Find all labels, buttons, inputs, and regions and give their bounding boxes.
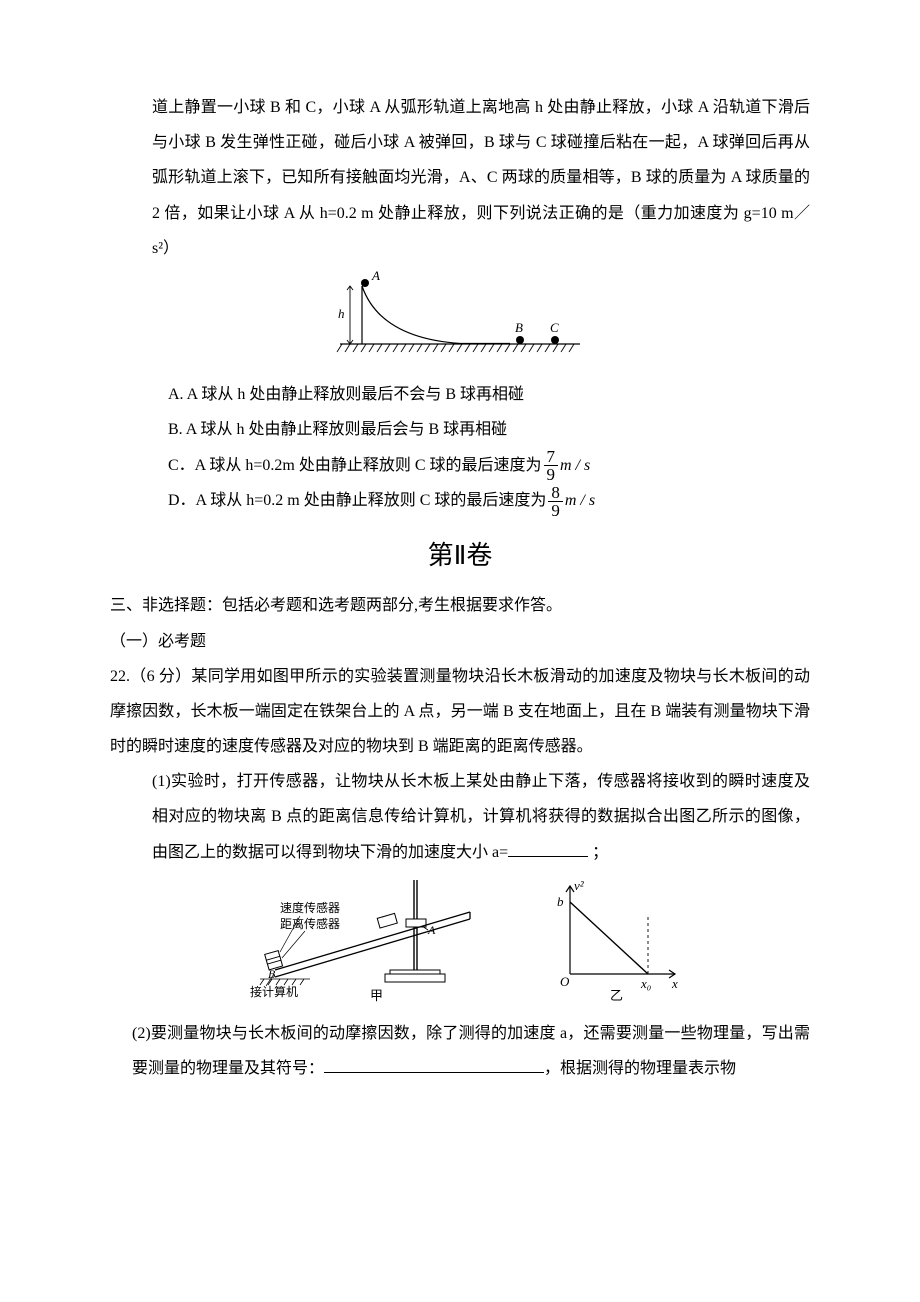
svg-text:B: B bbox=[268, 967, 276, 981]
svg-text:接计算机: 接计算机 bbox=[250, 984, 298, 999]
q22-figure-yi: v² b x₀ x O 乙 bbox=[540, 874, 690, 1004]
q21-fraction-D: 89 bbox=[548, 484, 563, 519]
q21-stem-continuation: 道上静置一小球 B 和 C，小球 A 从弧形轨道上离地高 h 处由静止释放，小球… bbox=[110, 90, 810, 266]
page-root: 道上静置一小球 B 和 C，小球 A 从弧形轨道上离地高 h 处由静止释放，小球… bbox=[0, 0, 920, 1302]
q21-option-B: B. A 球从 h 处由静止释放则最后会与 B 球再相碰 bbox=[110, 412, 810, 447]
compulsory-label: （一）必考题 bbox=[110, 624, 810, 659]
q21-fraction-C: 79 bbox=[544, 448, 559, 483]
q22-sub2: (2)要测量物块与长木板间的动摩擦因数，除了测得的加速度 a，还需要测量一些物理… bbox=[110, 1016, 810, 1086]
q21-figure-svg: A h B C bbox=[330, 268, 590, 358]
q21-label-h: h bbox=[338, 306, 345, 321]
q21-figure: A h B C bbox=[110, 268, 810, 371]
svg-text:x: x bbox=[671, 976, 678, 991]
svg-text:O: O bbox=[560, 974, 570, 989]
q21-unit-C: m / s bbox=[560, 457, 590, 474]
q21-text: 道上静置一小球 B 和 C，小球 A 从弧形轨道上离地高 h 处由静止释放，小球… bbox=[152, 99, 810, 257]
q21-option-C: C．A 球从 h=0.2m 处由静止释放则 C 球的最后速度为79m / s bbox=[110, 448, 810, 484]
q21-unit-D: m / s bbox=[565, 492, 595, 509]
q21-label-C: C bbox=[550, 320, 559, 335]
blank-acceleration[interactable] bbox=[508, 838, 588, 857]
q21-option-D: D．A 球从 h=0.2 m 处由静止释放则 C 球的最后速度为89m / s bbox=[110, 483, 810, 519]
q22-figure-jia: A 速度传感器 距离传感器 bbox=[230, 874, 510, 1004]
q21-option-A: A. A 球从 h 处由静止释放则最后不会与 B 球再相碰 bbox=[110, 377, 810, 412]
section-2-title: 第Ⅱ卷 bbox=[110, 527, 810, 584]
q22-sub1: (1)实验时，打开传感器，让物块从长木板上某处由静止下落，传感器将接收到的瞬时速… bbox=[110, 764, 810, 870]
svg-text:v²: v² bbox=[574, 878, 585, 893]
svg-text:b: b bbox=[557, 894, 564, 909]
blank-quantities[interactable] bbox=[324, 1054, 544, 1073]
svg-text:x₀: x₀ bbox=[640, 976, 651, 991]
q22-stem: 22.（6 分）某同学用如图甲所示的实验装置测量物块沿长木板滑动的加速度及物块与… bbox=[110, 659, 810, 765]
svg-text:距离传感器: 距离传感器 bbox=[280, 916, 340, 931]
q21-label-A: A bbox=[371, 268, 380, 283]
svg-text:甲: 甲 bbox=[370, 988, 383, 1003]
q22-figure-row: A 速度传感器 距离传感器 bbox=[110, 874, 810, 1004]
q21-label-B: B bbox=[515, 320, 523, 335]
part3-heading: 三、非选择题：包括必考题和选考题两部分,考生根据要求作答。 bbox=[110, 588, 810, 623]
svg-text:速度传感器: 速度传感器 bbox=[280, 900, 340, 915]
svg-text:乙: 乙 bbox=[610, 988, 623, 1003]
